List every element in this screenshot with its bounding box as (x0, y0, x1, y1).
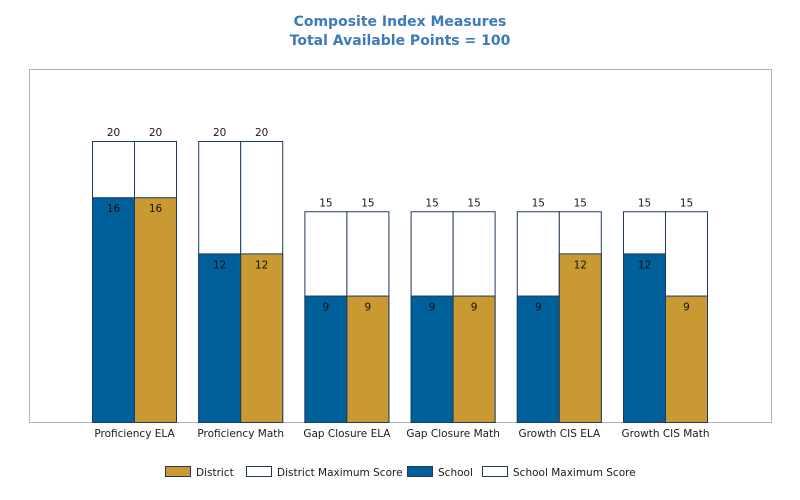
school-bar (198, 253, 242, 423)
district-bar (558, 253, 602, 423)
category-label: Growth CIS Math (621, 428, 709, 440)
district-max-label: 15 (467, 197, 480, 209)
district-value-label: 16 (149, 203, 163, 215)
legend-label: District Maximum Score (277, 467, 403, 479)
district-bar (346, 295, 390, 423)
district-max-label: 15 (361, 197, 374, 209)
school-value-label: 12 (638, 259, 651, 271)
school-bar (92, 197, 135, 423)
chart-subtitle: Total Available Points = 100 (289, 33, 511, 49)
district-bar (240, 253, 284, 423)
category-label: Proficiency Math (197, 428, 284, 440)
district-value-label: 9 (365, 302, 372, 314)
school-value-label: 16 (107, 203, 121, 215)
legend-swatch (165, 466, 191, 477)
legend-label: School Maximum Score (513, 467, 636, 479)
district-bar (452, 295, 496, 423)
school-max-label: 15 (425, 197, 438, 209)
category-label: Proficiency ELA (94, 428, 175, 440)
bars-layer: 20 16 20 16 20 12 20 12 15 9 15 9 15 9 15 9 15 9 15 12 15 12 1… (92, 127, 708, 423)
district-bar (134, 197, 177, 423)
legend-label: District (196, 467, 234, 479)
category-label: Gap Closure Math (406, 428, 500, 440)
category-label: Gap Closure ELA (303, 428, 391, 440)
category-label: Growth CIS ELA (518, 428, 600, 440)
school-max-label: 20 (213, 127, 226, 139)
school-value-label: 9 (323, 302, 330, 314)
chart-title: Composite Index Measures (293, 14, 507, 30)
district-max-label: 15 (574, 197, 587, 209)
district-max-label: 15 (680, 197, 693, 209)
school-bar (623, 253, 666, 423)
school-value-label: 12 (213, 259, 226, 271)
category-labels: Proficiency ELA Proficiency Math Gap Closu… (94, 428, 709, 440)
legend-swatch (482, 466, 508, 477)
school-bar (410, 295, 454, 423)
legend-swatch (407, 466, 433, 477)
school-value-label: 9 (429, 302, 436, 314)
legend: District District Maximum Score School Scho… (165, 466, 636, 479)
school-max-label: 15 (319, 197, 332, 209)
school-max-label: 20 (107, 127, 120, 139)
legend-swatch (246, 466, 272, 477)
district-value-label: 12 (574, 259, 587, 271)
district-max-label: 20 (149, 127, 162, 139)
school-bar (516, 295, 560, 423)
district-bar (665, 295, 708, 423)
legend-label: School (438, 467, 473, 479)
school-bar (304, 295, 348, 423)
district-max-label: 20 (255, 127, 268, 139)
district-value-label: 12 (255, 259, 268, 271)
district-value-label: 9 (471, 302, 478, 314)
district-value-label: 9 (683, 302, 690, 314)
school-value-label: 9 (535, 302, 542, 314)
school-max-label: 15 (532, 197, 545, 209)
school-max-label: 15 (638, 197, 651, 209)
chart-titles: Composite Index Measures Total Available… (0, 13, 800, 51)
